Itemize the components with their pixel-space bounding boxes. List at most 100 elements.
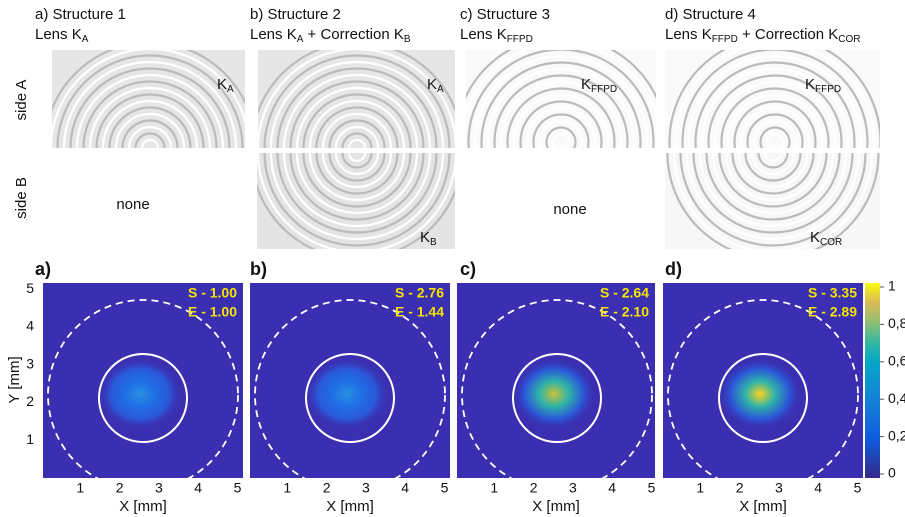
lens-ring — [668, 50, 880, 148]
x-tick-label: 2 — [323, 480, 331, 496]
row-label: side B — [13, 177, 30, 219]
inner-circle — [512, 353, 602, 443]
intensity-blob — [512, 358, 596, 430]
colorbar-tick-label: 1 — [888, 278, 896, 294]
lens-ring — [308, 99, 406, 148]
x-tick-label: 5 — [234, 480, 242, 496]
lens-ring — [302, 93, 412, 148]
structure-title: b) Structure 2 — [250, 6, 341, 23]
lens-ring — [328, 119, 386, 148]
lens-ring — [82, 80, 218, 148]
subscript: COR — [820, 237, 842, 248]
lens-ring — [88, 86, 212, 148]
lens-ring — [746, 113, 804, 148]
inner-circle — [718, 353, 808, 443]
subscript: COR — [838, 34, 860, 45]
lens-image — [466, 50, 656, 148]
lens-ring — [276, 153, 438, 234]
lens-ring — [486, 67, 636, 148]
y-tick-label: 5 — [26, 280, 34, 296]
lens-ring — [744, 153, 802, 182]
lens-ring — [334, 125, 380, 148]
structure-title: d) Structure 4 — [665, 6, 756, 23]
lens-image — [257, 153, 455, 249]
lens-ring — [282, 73, 432, 148]
outer-dashed-circle — [47, 299, 239, 478]
structure-title: a) Structure 1 — [35, 6, 126, 23]
lens-ring — [269, 153, 445, 241]
lens-ring — [347, 153, 367, 163]
x-tick-label: 1 — [283, 480, 291, 496]
lens-ring — [731, 153, 815, 195]
none-label: none — [553, 201, 586, 218]
lens-ring — [127, 125, 173, 148]
intensity-blob — [718, 358, 802, 430]
colorbar-tick-label: 0 — [888, 465, 896, 481]
lens-ring — [108, 106, 192, 148]
heatmap — [43, 283, 243, 478]
x-tick-label: 5 — [648, 480, 656, 496]
panel-letter: b) — [250, 259, 267, 279]
intensity-blob — [98, 358, 182, 430]
lens-ring — [114, 112, 186, 148]
text-part: Lens K — [460, 26, 507, 43]
lens-label: KA — [217, 76, 234, 95]
subscript: FFPD — [712, 34, 738, 45]
lens-ring — [752, 119, 798, 148]
lens-ring — [263, 54, 451, 148]
lens-label: KFFPD — [805, 76, 841, 95]
lens-ring — [101, 99, 199, 148]
colorbar — [865, 283, 880, 478]
annotation-s: S - 1.00 — [188, 285, 237, 301]
lens-image — [665, 153, 880, 249]
lens-label: KFFPD — [581, 76, 617, 95]
lens-ring — [750, 153, 796, 176]
lens-title: Lens KA + Correction KB — [250, 26, 411, 45]
x-tick-label: 5 — [441, 480, 449, 496]
lens-ring — [289, 80, 425, 148]
annotation-s: S - 2.76 — [395, 285, 444, 301]
x-tick-label: 2 — [736, 480, 744, 496]
text-part: Lens K — [250, 26, 297, 43]
lens-label: KCOR — [810, 229, 842, 248]
lens-ring — [737, 153, 809, 189]
panel-letter: a) — [35, 259, 51, 279]
x-tick-label: 4 — [401, 480, 409, 496]
lens-ring — [347, 138, 367, 148]
lens-ring — [759, 126, 791, 148]
lens-ring — [757, 153, 789, 169]
lens-ring — [295, 86, 419, 148]
colorbar-tick-label: 0,4 — [888, 390, 905, 406]
lens-ring — [134, 132, 166, 148]
inner-circle — [98, 353, 188, 443]
lens-ring — [700, 67, 850, 148]
x-tick-label: 4 — [194, 480, 202, 496]
lens-ring — [308, 153, 406, 202]
heatmap — [457, 283, 655, 478]
lens-ring — [698, 153, 848, 228]
lens-title: Lens KFFPD + Correction KCOR — [665, 26, 861, 45]
lens-ring — [512, 93, 610, 148]
lens-ring — [341, 153, 373, 169]
lens-ring — [707, 74, 843, 148]
subscript: A — [82, 34, 89, 45]
lens-ring — [674, 50, 876, 148]
y-tick-label: 3 — [26, 355, 34, 371]
lens-ring — [739, 106, 811, 148]
structure-title: c) Structure 3 — [460, 6, 550, 23]
lens-ring — [289, 153, 425, 221]
lens-ring — [321, 112, 393, 148]
lens-ring — [75, 73, 225, 148]
lens-ring — [681, 50, 869, 148]
row-label: side A — [13, 80, 30, 121]
lens-ring — [140, 138, 160, 148]
lens-title: Lens KA — [35, 26, 89, 45]
lens-ring — [720, 87, 830, 148]
lens-ring — [295, 153, 419, 215]
x-tick-label: 2 — [116, 480, 124, 496]
subscript: FFPD — [591, 84, 617, 95]
lens-image — [52, 50, 245, 148]
lens-ring — [733, 100, 817, 148]
subscript: A — [227, 84, 234, 95]
lens-ring — [315, 153, 399, 195]
